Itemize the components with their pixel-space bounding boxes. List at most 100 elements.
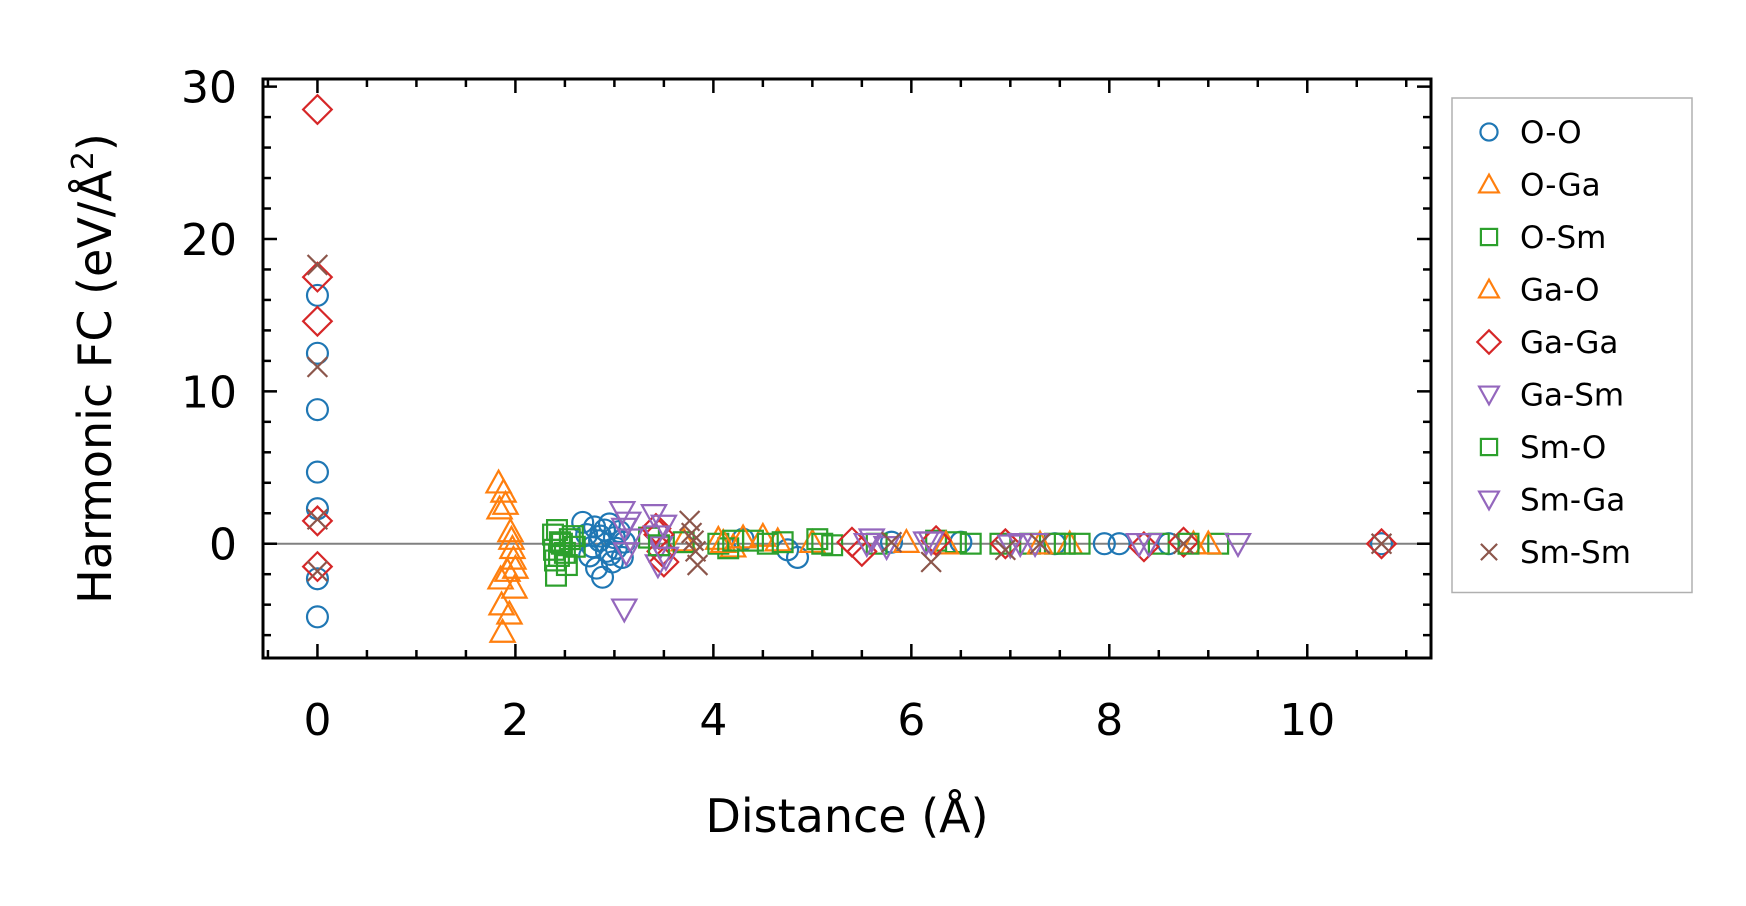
- legend-label: Ga-Ga: [1520, 325, 1618, 361]
- data-point: [1068, 532, 1091, 555]
- data-point: [305, 605, 329, 629]
- data-point: [1369, 532, 1394, 556]
- axis-ticks: [263, 79, 1431, 658]
- data-point: [610, 545, 634, 569]
- legend-label: Ga-Sm: [1520, 378, 1624, 414]
- data-point: [756, 532, 779, 555]
- data-point: [306, 508, 329, 531]
- legend-item: Sm-O: [1479, 430, 1606, 466]
- data-point: [680, 522, 703, 544]
- data-point: [594, 539, 619, 563]
- data-point: [806, 528, 829, 551]
- data-point: [485, 494, 514, 520]
- series-sm-sm: [306, 254, 1393, 582]
- data-point: [1128, 530, 1160, 563]
- legend-marker: [1479, 437, 1499, 457]
- x-tick-labels: 0 2 4 6 8 10: [303, 695, 1335, 746]
- x-tick-label: 2: [501, 695, 529, 746]
- legend-item: Ga-Sm: [1477, 378, 1624, 414]
- data-point: [1172, 533, 1195, 555]
- data-point: [651, 546, 680, 572]
- data-point: [771, 531, 794, 554]
- data-point: [1224, 532, 1252, 559]
- x-tick-label: 0: [303, 695, 331, 746]
- legend-marker: [1477, 490, 1501, 512]
- data-point: [880, 531, 903, 553]
- legend-label: O-O: [1520, 115, 1582, 151]
- data-point: [1177, 532, 1200, 555]
- x-tick-label: 6: [897, 695, 925, 746]
- data-point: [488, 617, 517, 643]
- y-tick-label: 10: [181, 367, 237, 418]
- data-point: [912, 531, 941, 557]
- legend-label: Ga-O: [1520, 273, 1599, 309]
- data-point: [1167, 526, 1200, 559]
- y-tick-label: 0: [209, 520, 237, 571]
- x-tick-label: 4: [699, 695, 727, 746]
- legend-marker: [1480, 543, 1498, 561]
- data-point: [1092, 532, 1116, 556]
- legend-marker: [1479, 227, 1499, 247]
- plot-area: [261, 77, 1433, 660]
- data-point: [1194, 529, 1223, 555]
- data-point: [305, 341, 329, 365]
- data-point: [301, 505, 334, 537]
- y-tick-label: 30: [181, 63, 237, 114]
- data-point: [785, 545, 810, 569]
- data-point: [932, 529, 960, 555]
- data-point: [610, 598, 639, 624]
- data-point: [489, 477, 518, 503]
- data-point: [301, 261, 334, 293]
- data-point: [1370, 533, 1393, 555]
- legend: O-O O-Ga O-Sm Ga-O Ga-Ga Ga-Sm Sm-O Sm-Ga Sm-Sm: [1451, 97, 1693, 594]
- legend-marker: [1475, 328, 1503, 356]
- data-point: [555, 554, 578, 577]
- legend-item: O-Sm: [1479, 220, 1606, 256]
- data-point: [920, 524, 952, 557]
- data-point: [614, 511, 643, 537]
- legend-item: O-O: [1479, 115, 1582, 151]
- y-axis-label: Harmonic FC (eV/Å2): [66, 133, 122, 604]
- legend-item: Sm-Sm: [1480, 535, 1631, 571]
- data-point: [616, 528, 645, 554]
- data-point: [305, 567, 329, 591]
- data-point: [301, 93, 334, 126]
- y-axis-label-close: ): [68, 133, 122, 151]
- data-point: [1029, 533, 1051, 555]
- data-point: [811, 532, 834, 555]
- data-point: [1006, 532, 1035, 559]
- legend-item: Ga-Ga: [1475, 325, 1618, 361]
- x-tick-label: 8: [1095, 695, 1123, 746]
- data-point: [722, 529, 745, 552]
- legend-label: O-Ga: [1520, 168, 1601, 204]
- legend-label: Sm-Sm: [1520, 535, 1631, 571]
- data-point: [1026, 529, 1054, 555]
- data-point: [944, 531, 967, 554]
- data-point: [879, 530, 904, 554]
- data-point: [649, 514, 678, 540]
- legend-marker: [1477, 277, 1501, 299]
- legend-label: Sm-O: [1520, 430, 1606, 466]
- data-points: [301, 93, 1398, 643]
- data-point: [561, 525, 584, 548]
- data-point: [892, 527, 921, 553]
- data-point: [709, 527, 738, 553]
- data-point: [306, 560, 329, 582]
- data-point: [306, 356, 329, 378]
- legend-label: O-Sm: [1520, 220, 1606, 256]
- data-point: [498, 533, 527, 560]
- data-point: [495, 599, 524, 625]
- legend-marker: [1477, 385, 1501, 407]
- data-point: [493, 556, 522, 582]
- data-point: [852, 532, 881, 559]
- data-point: [301, 305, 334, 338]
- data-point: [857, 528, 886, 554]
- y-axis-label-main: Harmonic FC (eV/Å: [68, 170, 122, 604]
- legend-items: O-O O-Ga O-Sm Ga-O Ga-Ga Ga-Sm Sm-O Sm-Ga Sm-Sm: [1475, 115, 1631, 571]
- y-axis-label-superscript: 2: [66, 151, 101, 170]
- data-point: [989, 527, 1022, 560]
- data-point: [500, 573, 529, 599]
- data-point: [686, 554, 709, 576]
- data-point: [588, 524, 613, 548]
